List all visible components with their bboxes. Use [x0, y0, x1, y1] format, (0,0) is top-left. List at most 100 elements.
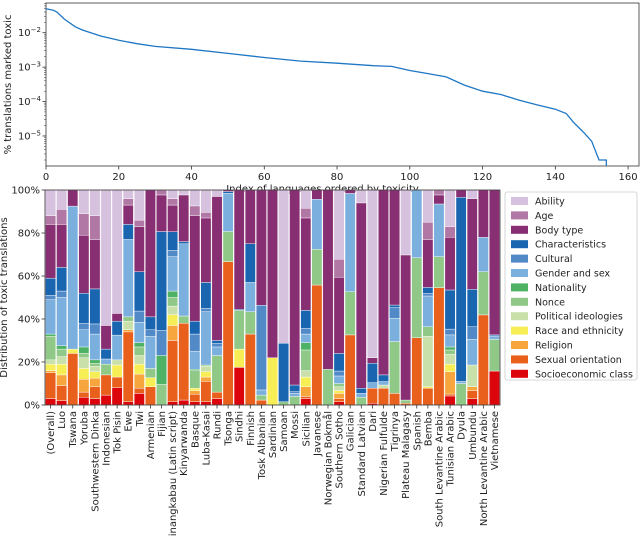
- bar-segment-religion: [444, 371, 456, 395]
- bar-segment-religion: [466, 386, 478, 391]
- bar-segment-gender-and-sex: [478, 237, 489, 272]
- bar-segment-characteristics: [211, 340, 223, 344]
- bar-segment-characteristics: [367, 363, 378, 383]
- legend-swatch: [511, 326, 528, 335]
- bar-segment-characteristics: [133, 271, 145, 312]
- bar-segment-nonce: [167, 297, 178, 307]
- bar-segment-nationality: [156, 355, 167, 385]
- x-tick-label: Dari: [368, 411, 379, 432]
- bar-segment-gender-and-sex: [344, 193, 356, 292]
- y-axis-label: Distribution of toxic translations: [0, 217, 10, 377]
- bar-segment-nonce: [311, 249, 323, 286]
- legend: Ability Age Body type Characteristics Cultur…: [504, 191, 638, 381]
- bar-segment-nonce: [211, 355, 223, 393]
- x-tick-label: Tunisian Arabic: [446, 411, 457, 487]
- x-tick-label: Tigrinya: [390, 411, 401, 452]
- bar-segment-characteristics: [455, 197, 467, 382]
- bar-segment-gender-and-sex: [300, 333, 312, 343]
- bar-segment-sexual-orientation: [344, 334, 356, 406]
- bar-segment-sexual-orientation: [367, 388, 378, 404]
- bar-segment-sexual-orientation: [378, 388, 389, 406]
- bar-segment-sexual-orientation: [200, 381, 212, 402]
- y-tick-label: 10−4: [18, 95, 42, 108]
- bar-segment-characteristics: [145, 316, 156, 330]
- legend-swatch: [511, 254, 528, 263]
- bar-segment-body-type: [444, 237, 456, 291]
- bar-segment-body-type: [56, 224, 67, 268]
- bar-segment-political-ideologies: [300, 370, 312, 378]
- bar-segment-characteristics: [45, 277, 56, 296]
- bar-segment-nationality: [56, 345, 67, 350]
- bar-segment-sexual-orientation: [45, 372, 56, 399]
- bar-segment-sexual-orientation: [211, 391, 223, 399]
- bar-segment-ability: [189, 189, 201, 207]
- x-tick-label: Samoan: [279, 411, 290, 452]
- bar-segment-sexual-orientation: [389, 393, 400, 406]
- bar-segment-sexual-orientation: [56, 385, 67, 401]
- bar-segment-cultural: [189, 333, 201, 352]
- bar-segment-political-ideologies: [444, 354, 456, 365]
- bar-segment-religion: [200, 376, 212, 382]
- bar-segment-body-type: [300, 217, 312, 311]
- x-tick-label: Sicilian: [301, 411, 312, 446]
- legend-label: Age: [535, 211, 554, 222]
- bar-segment-characteristics: [333, 353, 345, 372]
- bar-segment-ability: [122, 189, 134, 199]
- bar-segment-body-type: [67, 189, 79, 207]
- bar-segment-socioeconomic-class: [133, 393, 145, 406]
- bar-segment-cultural: [200, 308, 212, 312]
- bar-segment-nonce: [455, 383, 467, 406]
- bar-segment-body-type: [355, 202, 367, 389]
- x-tick-label: Indonesian: [102, 411, 113, 466]
- bar-segment-ability: [333, 189, 345, 260]
- bar-segment-nonce: [433, 256, 445, 288]
- bar-segment-socioeconomic-class: [122, 401, 134, 406]
- x-tick-label: North Levantine Arabic: [479, 411, 490, 526]
- bar-segment-ability: [300, 189, 312, 209]
- bar-segment-body-type: [89, 239, 101, 290]
- bar-segment-race-and-ethnicity: [189, 388, 201, 391]
- bar-segment-age: [300, 208, 312, 219]
- bar-segment-ability: [100, 189, 112, 326]
- bar-segment-socioeconomic-class: [444, 395, 456, 406]
- bar-segment-characteristics: [56, 267, 67, 292]
- bar-segment-nonce: [278, 401, 289, 406]
- bar-segment-sexual-orientation: [133, 388, 145, 394]
- bar-segment-characteristics: [355, 388, 367, 394]
- y-tick-label: 10−3: [18, 61, 41, 74]
- x-tick-label: Sindhi: [235, 411, 246, 442]
- bar-segment-cultural: [145, 329, 156, 337]
- x-tick-label: 100: [400, 172, 419, 183]
- bar-segment-age: [56, 209, 67, 225]
- bar-segment-sexual-orientation: [189, 394, 201, 402]
- bar-segment-race-and-ethnicity: [67, 348, 79, 354]
- bar-segment-gender-and-sex: [45, 299, 56, 335]
- bar-segment-characteristics: [466, 289, 478, 327]
- bar-segment-age: [156, 189, 167, 196]
- bar-segment-gender-and-sex: [56, 297, 67, 346]
- bar-segment-age: [122, 198, 134, 206]
- x-tick-label: Fijian: [157, 411, 168, 437]
- bar-segment-nationality: [300, 342, 312, 351]
- x-tick-label: Ewe: [124, 411, 135, 432]
- x-tick-label: Finnish: [246, 411, 257, 446]
- bar-segment-body-type: [322, 189, 334, 370]
- bar-segment-cultural: [211, 343, 223, 348]
- bar-segment-socioeconomic-class: [78, 397, 90, 406]
- bar-segment-nonce: [100, 363, 112, 376]
- bar-segment-ability: [367, 189, 378, 358]
- x-tick-label: 140: [546, 172, 565, 183]
- bar-segment-sexual-orientation: [89, 386, 101, 399]
- bar-segment-gender-and-sex: [378, 381, 389, 386]
- bar-segment-socioeconomic-class: [233, 367, 245, 406]
- bar-segment-body-type: [100, 325, 112, 350]
- bar-segment-sexual-orientation: [466, 390, 478, 399]
- x-tick-label: 60: [258, 172, 271, 183]
- bar-segment-ability: [200, 189, 212, 213]
- bar-segment-nonce: [344, 291, 356, 336]
- bar-segment-religion: [133, 373, 145, 389]
- x-tick-label: Spanish: [412, 411, 423, 451]
- x-tick-label: 120: [473, 172, 492, 183]
- bar-segment-age: [78, 213, 90, 236]
